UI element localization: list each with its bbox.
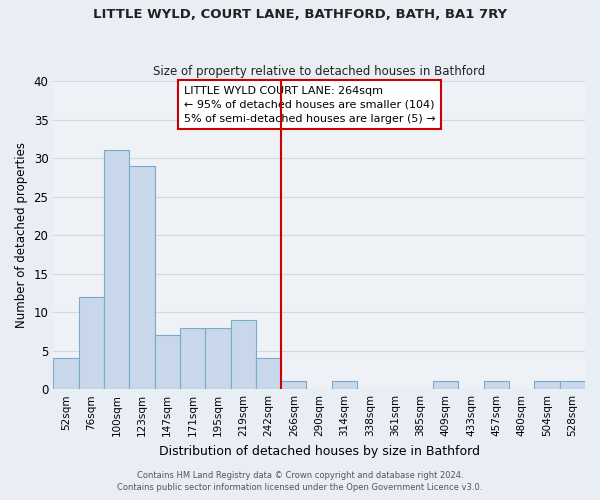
Bar bbox=[256, 358, 281, 389]
Bar bbox=[155, 336, 180, 389]
Text: Contains HM Land Registry data © Crown copyright and database right 2024.
Contai: Contains HM Land Registry data © Crown c… bbox=[118, 471, 482, 492]
Bar bbox=[433, 382, 458, 389]
Bar bbox=[560, 382, 585, 389]
Bar bbox=[79, 296, 104, 389]
X-axis label: Distribution of detached houses by size in Bathford: Distribution of detached houses by size … bbox=[158, 444, 479, 458]
Bar bbox=[180, 328, 205, 389]
Text: LITTLE WYLD, COURT LANE, BATHFORD, BATH, BA1 7RY: LITTLE WYLD, COURT LANE, BATHFORD, BATH,… bbox=[93, 8, 507, 20]
Bar bbox=[104, 150, 129, 389]
Y-axis label: Number of detached properties: Number of detached properties bbox=[15, 142, 28, 328]
Bar bbox=[281, 382, 307, 389]
Bar bbox=[205, 328, 230, 389]
Text: LITTLE WYLD COURT LANE: 264sqm
← 95% of detached houses are smaller (104)
5% of : LITTLE WYLD COURT LANE: 264sqm ← 95% of … bbox=[184, 86, 435, 124]
Bar bbox=[484, 382, 509, 389]
Bar bbox=[53, 358, 79, 389]
Bar bbox=[535, 382, 560, 389]
Bar bbox=[230, 320, 256, 389]
Bar bbox=[332, 382, 357, 389]
Title: Size of property relative to detached houses in Bathford: Size of property relative to detached ho… bbox=[153, 66, 485, 78]
Bar bbox=[129, 166, 155, 389]
